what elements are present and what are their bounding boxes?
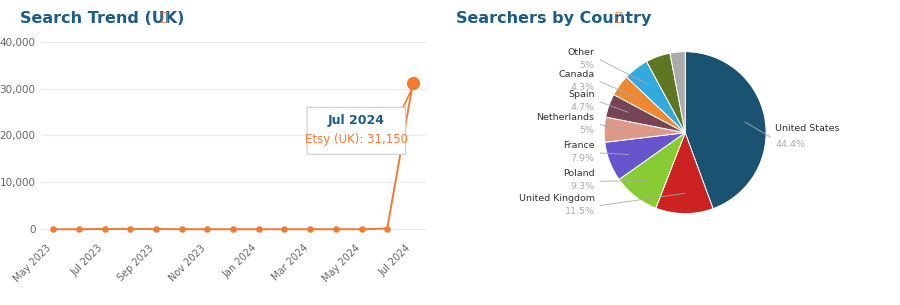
Text: ⓘ: ⓘ <box>615 11 622 24</box>
Point <box>226 227 240 232</box>
Wedge shape <box>606 95 685 133</box>
Point <box>380 226 394 231</box>
Point <box>123 227 138 231</box>
Point <box>277 227 292 232</box>
Text: 11.5%: 11.5% <box>564 207 595 216</box>
Text: 5%: 5% <box>580 61 595 70</box>
Point <box>97 227 112 231</box>
Text: Jul 2024: Jul 2024 <box>328 114 385 127</box>
Point <box>406 81 420 86</box>
Wedge shape <box>646 53 685 133</box>
Wedge shape <box>626 62 685 133</box>
Text: 4.7%: 4.7% <box>571 103 595 112</box>
Point <box>200 227 214 232</box>
Point <box>303 227 318 232</box>
Wedge shape <box>685 52 766 209</box>
Text: Canada: Canada <box>558 70 595 79</box>
Text: Search Trend (UK): Search Trend (UK) <box>20 11 184 26</box>
Text: Spain: Spain <box>568 90 595 99</box>
Text: Searchers by Country: Searchers by Country <box>456 11 652 26</box>
Point <box>175 227 189 232</box>
Text: 5%: 5% <box>580 126 595 135</box>
Point <box>72 227 86 232</box>
Point <box>148 227 163 231</box>
Text: United States: United States <box>775 124 840 133</box>
Wedge shape <box>604 117 685 142</box>
Point <box>355 227 369 232</box>
Text: 4.3%: 4.3% <box>571 83 595 92</box>
Text: Netherlands: Netherlands <box>536 113 595 122</box>
Text: Other: Other <box>568 48 595 57</box>
Wedge shape <box>614 77 685 133</box>
Text: 9.3%: 9.3% <box>571 182 595 192</box>
Wedge shape <box>619 133 685 208</box>
Point <box>46 227 60 232</box>
Text: Poland: Poland <box>562 170 595 178</box>
Text: 44.4%: 44.4% <box>775 140 805 149</box>
Point <box>252 227 266 232</box>
Wedge shape <box>656 133 713 214</box>
Text: Etsy (UK): 31,150: Etsy (UK): 31,150 <box>305 133 408 146</box>
Text: ⓘ: ⓘ <box>160 11 167 24</box>
Wedge shape <box>670 52 685 133</box>
Text: 7.9%: 7.9% <box>571 154 595 163</box>
FancyBboxPatch shape <box>307 107 406 154</box>
Text: France: France <box>562 141 595 150</box>
Point <box>328 227 343 232</box>
Wedge shape <box>605 133 685 179</box>
Text: United Kingdom: United Kingdom <box>518 194 595 203</box>
